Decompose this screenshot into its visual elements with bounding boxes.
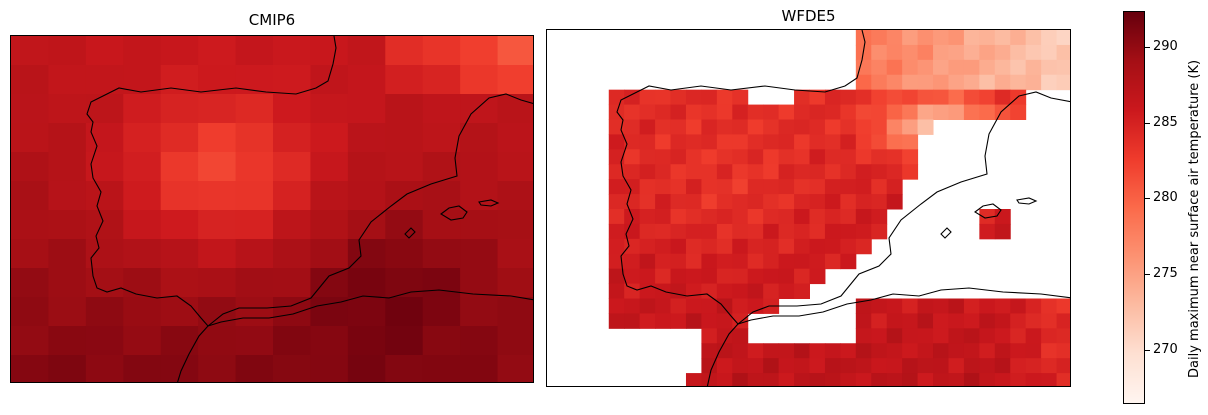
colorbar-tick-mark: [1145, 274, 1150, 276]
coastline-menorca: [478, 199, 500, 207]
coastline-iberia: [86, 36, 533, 327]
panel-title-wfde5: WFDE5: [781, 7, 836, 25]
coastline-iberia: [616, 30, 1070, 325]
coastline-mallorca: [440, 205, 468, 221]
colorbar-tick-mark: [1145, 349, 1150, 351]
map-wfde5: [546, 29, 1071, 387]
colorbar-tick-label: 285: [1153, 114, 1178, 130]
coastline-gibraltar-south: [177, 325, 209, 382]
map-cmip6: [10, 35, 534, 383]
colorbar-label: Daily maximum near surface air temperatu…: [1187, 59, 1202, 378]
colorbar: [1123, 11, 1145, 404]
coastline-north-africa: [207, 289, 533, 327]
coastline-gibraltar-south: [706, 323, 739, 386]
colorbar-tick-label: 290: [1153, 38, 1178, 54]
coastline-north-africa: [737, 287, 1070, 325]
temperature-grid-cmip6: [11, 36, 533, 382]
coastline-cmip6: [86, 36, 533, 382]
colorbar-tick-mark: [1145, 122, 1150, 124]
coastline-menorca: [1016, 197, 1038, 205]
temperature-grid-wfde5: [608, 30, 1070, 386]
coastline-mallorca: [974, 203, 1002, 219]
colorbar-tick-mark: [1145, 46, 1150, 48]
coastline-ibiza: [940, 227, 952, 239]
coastline-wfde5: [616, 30, 1070, 386]
colorbar-tick-mark: [1145, 198, 1150, 200]
colorbar-tick-label: 275: [1153, 266, 1178, 282]
coastline-ibiza: [404, 227, 416, 239]
colorbar-tick-label: 270: [1153, 341, 1178, 357]
colorbar-tick-label: 280: [1153, 190, 1178, 206]
panel-title-cmip6: CMIP6: [248, 11, 296, 29]
